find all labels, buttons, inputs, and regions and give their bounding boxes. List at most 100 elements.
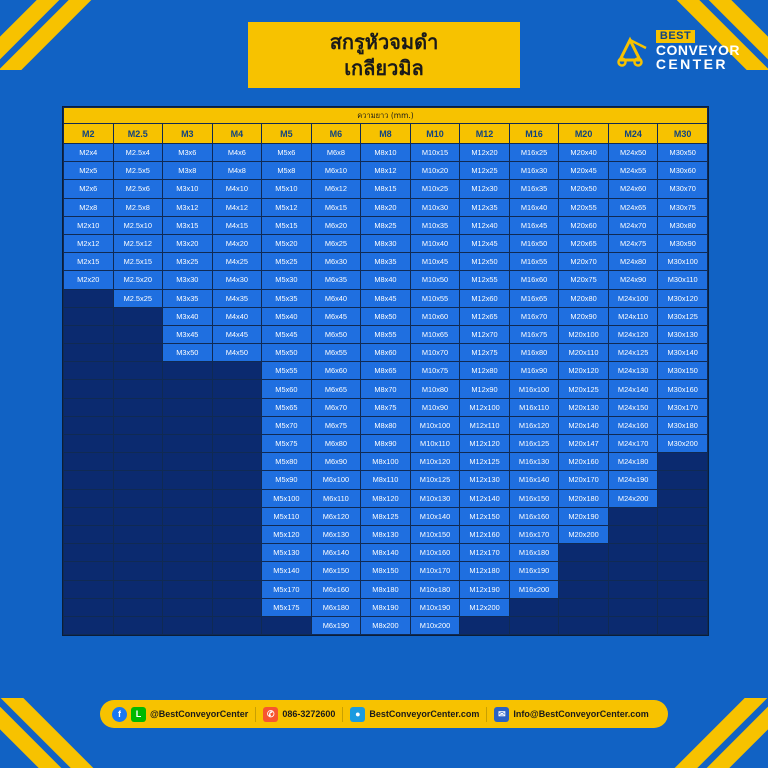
empty-cell [162,452,213,472]
size-cell: M24x60 [607,179,659,199]
size-cell: M12x200 [459,597,510,617]
size-cell: M6x75 [310,415,362,436]
empty-cell [162,488,213,508]
empty-cell [162,597,213,617]
mail-icon: ✉ [494,706,510,722]
size-cell: M3x12 [162,197,213,217]
empty-cell [211,415,263,436]
empty-cell [657,506,708,526]
empty-cell [112,343,164,363]
size-cell: M8x70 [360,379,411,399]
footer-facebook[interactable]: f L @BestConveyorCenter [112,706,248,722]
empty-cell [162,433,213,454]
size-cell: M12x110 [459,415,510,436]
size-cell: M2x15 [63,252,114,272]
size-cell: M3x25 [162,252,213,272]
size-cell: M12x45 [459,233,510,254]
table-row: M2x12 M2.5x12 M3x20 M4x20 M5x20 M6x25 M8x30 M10… [63,233,708,254]
empty-cell [112,415,164,436]
size-cell: M30x130 [657,324,708,345]
table-row: M5x110 M6x120 M8x125 M10x140 M12x150 M16x160 M… [63,506,708,526]
size-cell: M3x50 [162,343,213,363]
size-cell: M12x65 [459,306,510,326]
size-cell: M2x8 [63,197,114,217]
size-cell: M5x60 [261,379,312,399]
empty-cell [607,561,659,581]
size-cell: M5x12 [261,197,312,217]
table-row: M5x75 M6x80 M8x90 M10x110 M12x120 M16x125 M20x… [63,433,708,454]
size-cell: M5x10 [261,179,312,199]
footer-phone[interactable]: ✆ 086-3272600 [263,706,335,722]
size-cell: M16x30 [508,161,560,181]
column-header-M30: M30 [657,123,708,144]
size-cell: M4x8 [211,161,263,181]
size-cell: M2.5x20 [112,270,164,290]
website-url: BestConveyorCenter.com [369,709,480,719]
size-cell: M30x140 [657,343,708,363]
size-cell: M30x120 [657,288,708,308]
size-cell: M12x50 [459,252,510,272]
size-cell: M5x110 [261,506,312,526]
size-cell: M10x170 [409,561,461,581]
table-row: M5x65 M6x70 M8x75 M10x90 M12x100 M16x110 M20x1… [63,397,708,417]
size-cell: M5x100 [261,488,312,508]
size-cell: M2.5x15 [112,252,164,272]
size-cell: M30x50 [657,142,708,163]
size-cell: M24x110 [607,306,659,326]
size-cell: M6x65 [310,379,362,399]
empty-cell [211,433,263,454]
divider [255,706,257,722]
size-cell: M16x35 [508,179,560,199]
size-cell: M12x30 [459,179,510,199]
size-cell: M16x75 [508,324,560,345]
size-cell: M5x25 [261,252,312,272]
size-cell: M30x125 [657,306,708,326]
size-cell: M6x10 [310,161,362,181]
footer-website[interactable]: ● BestConveyorCenter.com [350,706,480,722]
size-cell: M8x140 [360,543,411,563]
size-cell: M24x65 [607,197,659,217]
table-row: M2x5 M2.5x5 M3x8 M4x8 M5x8 M6x10 M8x12 M10x20 M1… [63,161,708,181]
size-cell: M24x140 [607,379,659,399]
size-cell: M12x90 [459,379,510,399]
empty-cell [607,579,659,599]
empty-cell [63,343,114,363]
size-cell: M20x190 [558,506,609,526]
facebook-icon: f [112,706,127,722]
column-header-M24: M24 [607,123,659,144]
table-row: M5x60 M6x65 M8x70 M10x80 M12x90 M16x100 M20x12… [63,379,708,399]
size-cell: M5x90 [261,470,312,490]
size-cell: M5x40 [261,306,312,326]
size-cell: M2.5x6 [112,179,164,199]
size-cell: M10x90 [409,397,461,417]
size-cell: M12x35 [459,197,510,217]
size-cell: M20x40 [558,142,609,163]
line-icon: L [131,706,146,722]
size-cell: M8x25 [360,215,411,235]
size-cell: M2.5x25 [112,288,164,308]
size-cell: M10x180 [409,579,461,599]
size-cell: M4x45 [211,324,263,345]
size-cell: M20x65 [558,233,609,254]
empty-cell [558,597,609,617]
size-cell: M3x20 [162,233,213,254]
size-cell: M5x20 [261,233,312,254]
empty-cell [211,488,263,508]
size-cell: M5x50 [261,343,312,363]
size-cell: M30x180 [657,415,708,436]
size-cell: M6x20 [310,215,362,235]
size-cell: M5x170 [261,579,312,599]
size-cell: M30x60 [657,161,708,181]
size-cell: M2x12 [63,233,114,254]
contact-footer: f L @BestConveyorCenter ✆ 086-3272600 ● … [100,700,668,728]
size-cell: M16x120 [508,415,560,436]
size-cell: M10x15 [409,142,461,163]
size-cell: M4x50 [211,343,263,363]
size-cell: M8x50 [360,306,411,326]
size-cell: M8x110 [360,470,411,490]
empty-cell [558,615,609,636]
size-cell: M6x140 [310,543,362,563]
footer-email[interactable]: ✉ Info@BestConveyorCenter.com [494,706,649,722]
size-cell: M16x90 [508,361,560,381]
size-cell: M10x130 [409,488,461,508]
